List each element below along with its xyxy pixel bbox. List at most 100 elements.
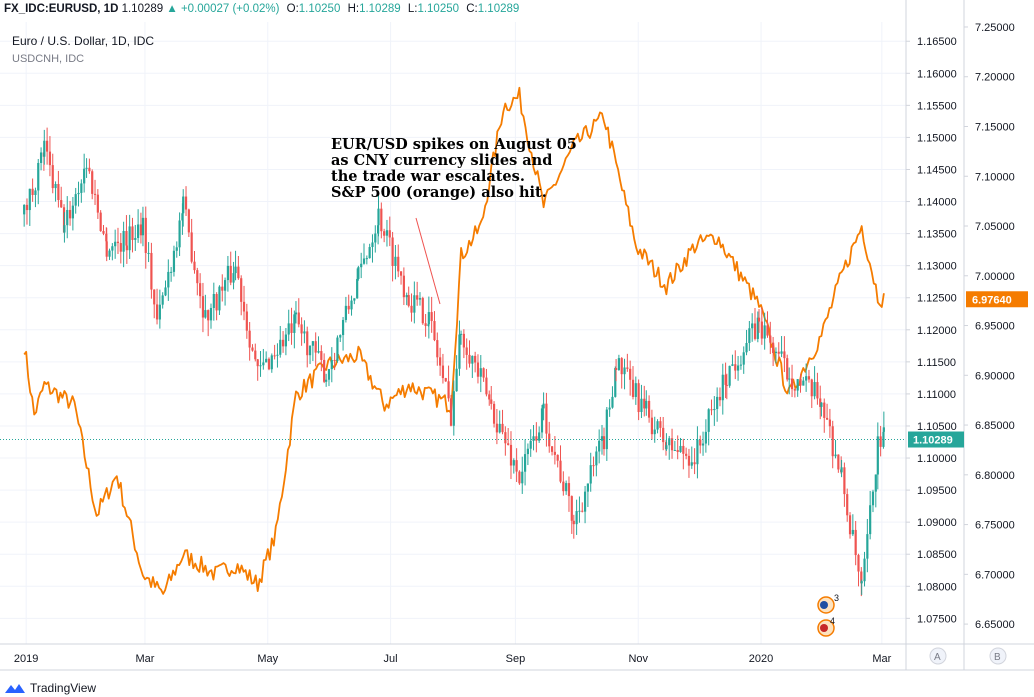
candle-body <box>300 324 303 334</box>
candle-body <box>479 368 482 377</box>
scale-button-a[interactable]: A <box>929 647 947 665</box>
candle-body <box>207 310 210 321</box>
candle-body <box>413 295 416 313</box>
candle-body <box>474 355 477 363</box>
candle-body <box>813 382 816 397</box>
eurusd-tick-label: 1.08000 <box>917 581 957 593</box>
candle-body <box>802 380 805 386</box>
candle-body <box>605 409 608 450</box>
candle-body <box>459 333 463 335</box>
eurusd-tick-label: 1.08500 <box>917 549 957 561</box>
usdcnh-price-badge: 6.97640 <box>966 291 1028 308</box>
candle-body <box>333 359 336 361</box>
candle-body <box>874 474 877 492</box>
candle-body <box>23 204 26 215</box>
candle-body <box>330 359 333 370</box>
candle-body <box>509 444 513 466</box>
candle-body <box>772 342 775 354</box>
candle-body <box>647 400 651 418</box>
candle-body <box>860 581 863 584</box>
eurusd-tick-label: 1.12500 <box>917 293 957 305</box>
candle-body <box>673 449 676 451</box>
candle-body <box>114 241 117 247</box>
candle-body <box>153 289 156 305</box>
close-value: 1.10289 <box>477 3 520 15</box>
candle-body <box>405 295 408 298</box>
candle-body <box>325 379 328 382</box>
eurusd-tick-label: 1.14500 <box>917 164 957 176</box>
usdcnh-tick-label: 7.05000 <box>975 221 1015 233</box>
time-axis[interactable]: 2019 Mar May Jul Sep Nov 2020 Mar <box>0 0 1034 671</box>
candle-body <box>416 295 419 300</box>
candle-body <box>611 396 614 408</box>
candle-body <box>820 402 823 407</box>
candle-body <box>371 242 374 248</box>
candle-body <box>471 355 474 364</box>
candle-body <box>488 394 491 400</box>
candle-body <box>91 171 94 194</box>
candle-body <box>465 347 468 355</box>
candle-body <box>562 481 565 492</box>
candle-body <box>427 312 430 325</box>
candle-body <box>848 515 852 535</box>
candle-body <box>523 454 527 472</box>
symbol-name[interactable]: FX_IDC:EURUSD, 1D <box>4 3 119 15</box>
candle-body <box>80 183 83 193</box>
candle-body <box>218 286 221 311</box>
candle-body <box>751 323 754 329</box>
candle-body <box>807 376 811 380</box>
candle-body <box>687 455 691 466</box>
legend-main-series[interactable]: Euro / U.S. Dollar, 1D, IDC <box>12 34 154 48</box>
eurusd-tick-label: 1.13500 <box>917 229 957 241</box>
candle-body <box>357 267 360 279</box>
candle-body <box>504 432 507 444</box>
scale-button-a-label: A <box>934 652 941 663</box>
candle-body <box>311 341 314 346</box>
candle-body <box>707 409 710 432</box>
legend-secondary-series[interactable]: USDCNH, IDC <box>12 53 84 65</box>
event-marker-4[interactable]: 4 <box>817 616 835 637</box>
event-marker-3[interactable]: 3 <box>817 593 839 614</box>
candle-body <box>447 381 450 399</box>
usdcnh-tick-label: 6.95000 <box>975 321 1015 333</box>
candle-body <box>190 232 193 262</box>
candle-body <box>592 465 595 467</box>
candle-body <box>575 511 578 525</box>
high-label: H: <box>347 3 360 15</box>
candle-body <box>223 280 227 291</box>
scale-button-b-label: B <box>994 652 1001 663</box>
time-tick-label: Jul <box>384 653 398 665</box>
candle-body <box>341 319 345 336</box>
candle-body <box>125 231 128 246</box>
price-axis[interactable]: 1.07500 1.08000 1.08500 1.09000 1.09500 1.100… <box>906 22 1015 631</box>
scale-button-b[interactable]: B <box>989 647 1007 665</box>
candle-body <box>347 305 350 310</box>
candle-body <box>760 321 763 339</box>
candle-body <box>161 295 164 305</box>
candle-body <box>48 151 52 166</box>
candle-body <box>262 362 265 366</box>
candle-body <box>237 266 240 279</box>
candle-body <box>63 225 66 233</box>
candle-body <box>540 408 544 433</box>
candle-body <box>199 283 202 297</box>
candle-body <box>788 378 791 380</box>
candle-body <box>753 323 757 339</box>
candle-body <box>650 417 654 435</box>
candle-body <box>518 471 521 484</box>
candle-body <box>226 265 230 281</box>
candle-body <box>550 446 554 452</box>
candle-body <box>383 231 386 236</box>
candle-body <box>565 483 568 492</box>
candle-body <box>823 402 826 418</box>
candle-body <box>790 378 794 390</box>
candle-body <box>196 270 199 284</box>
candle-body <box>297 312 300 325</box>
candle-body <box>402 275 405 298</box>
candle-body <box>643 398 646 409</box>
candle-body <box>397 256 400 272</box>
candle-body <box>232 273 235 283</box>
event-marker-3-count: 3 <box>834 593 839 603</box>
candle-body <box>718 396 722 401</box>
